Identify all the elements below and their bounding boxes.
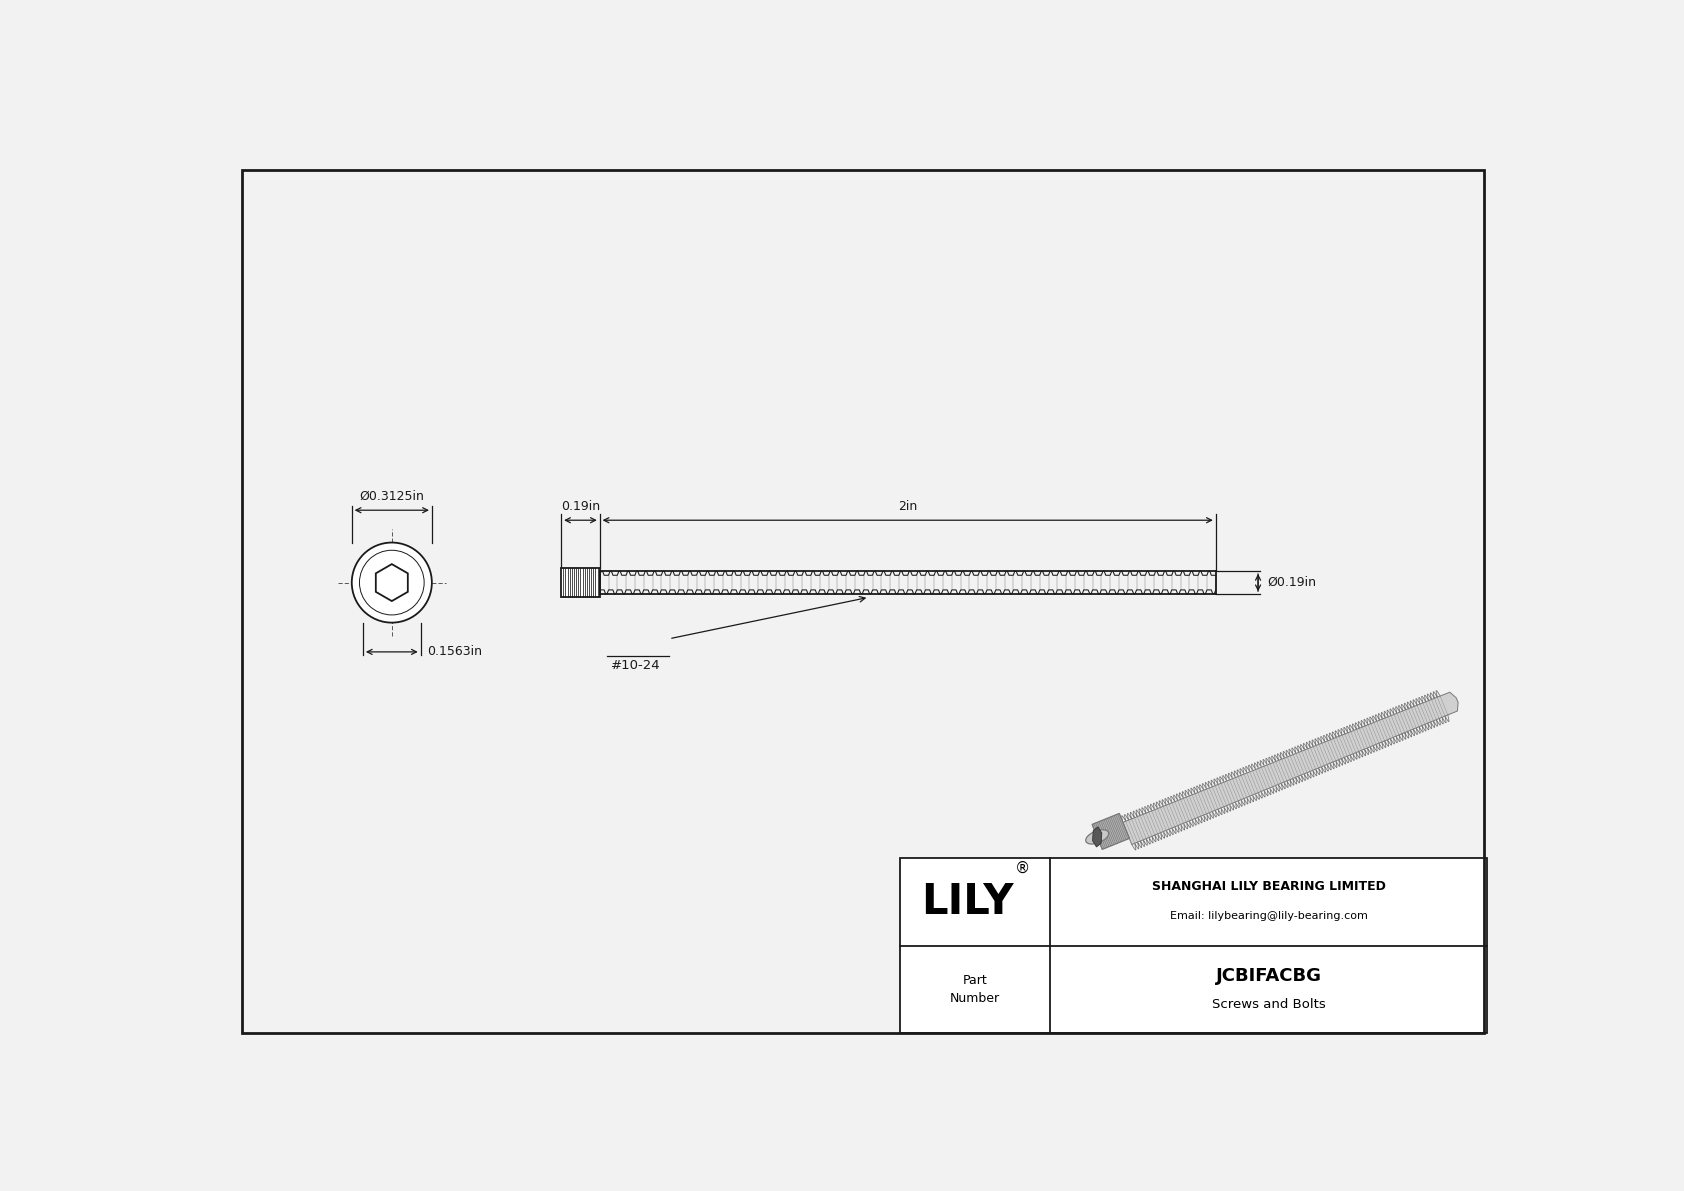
Text: JCBIFACBG: JCBIFACBG: [1216, 967, 1322, 985]
Text: Ø0.3125in: Ø0.3125in: [359, 490, 424, 503]
Text: Screws and Bolts: Screws and Bolts: [1211, 998, 1325, 1011]
Text: Ø0.19in: Ø0.19in: [1268, 576, 1317, 590]
Text: #10-24: #10-24: [611, 659, 660, 672]
Text: LILY: LILY: [921, 881, 1014, 923]
Bar: [561, 568, 600, 597]
Text: 2in: 2in: [898, 499, 918, 512]
Text: 0.1563in: 0.1563in: [426, 646, 482, 659]
Text: SHANGHAI LILY BEARING LIMITED: SHANGHAI LILY BEARING LIMITED: [1152, 880, 1386, 893]
Bar: [899, 859, 1487, 1033]
Polygon shape: [1123, 692, 1458, 844]
Ellipse shape: [1086, 830, 1108, 844]
Text: Part
Number: Part Number: [950, 974, 1000, 1005]
Text: ®: ®: [1015, 861, 1031, 875]
Text: Email: lilybearing@lily-bearing.com: Email: lilybearing@lily-bearing.com: [1169, 911, 1367, 921]
Polygon shape: [1093, 813, 1130, 849]
Circle shape: [352, 543, 431, 623]
Polygon shape: [1093, 827, 1101, 847]
Text: 0.19in: 0.19in: [561, 499, 600, 512]
